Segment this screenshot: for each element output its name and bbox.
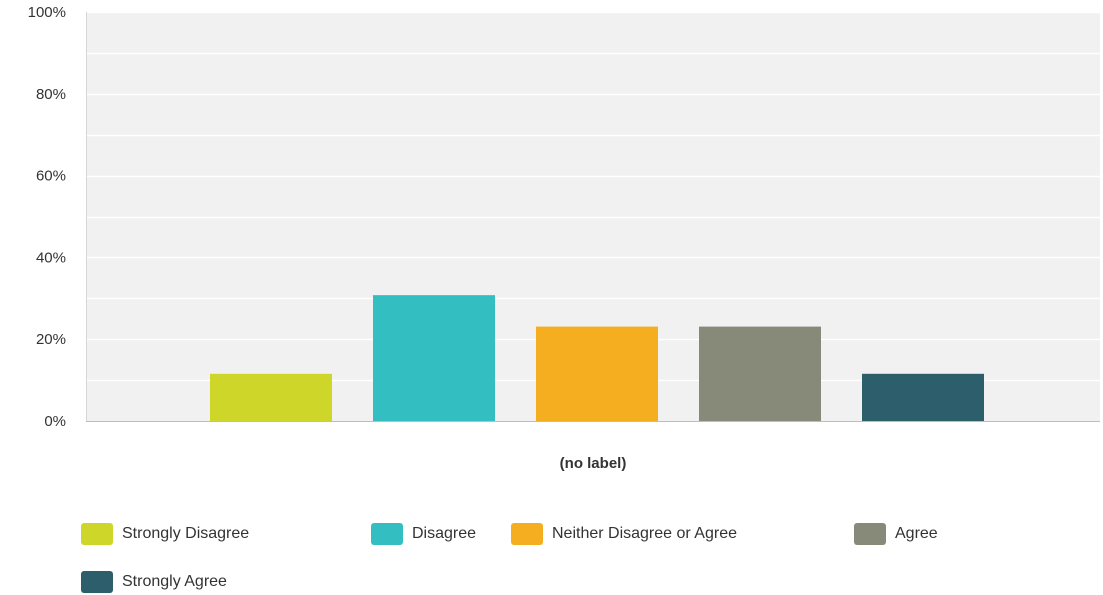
y-tick-label: 0% [44,413,66,430]
legend-label: Strongly Agree [122,573,227,590]
y-tick-label: 60% [36,168,66,185]
legend-swatch [854,523,886,545]
y-axis-ticks: 0% 20% 40% 60% 80% 100% [28,4,66,430]
bar-chart: 0% 20% 40% 60% 80% 100% (no label) [28,4,1100,472]
bars [210,295,984,421]
legend-item-strongly-disagree[interactable]: Strongly Disagree [81,522,249,546]
y-tick-label: 20% [36,331,66,348]
legend-swatch [81,571,113,593]
legend-item-disagree[interactable]: Disagree [371,522,476,546]
y-tick-label: 100% [28,4,66,21]
legend-swatch [511,523,543,545]
legend-label: Agree [895,525,938,542]
legend-item-agree[interactable]: Agree [854,522,938,546]
legend-label: Strongly Disagree [122,525,250,542]
legend-swatch [81,523,113,545]
legend-swatch [371,523,403,545]
bar-neither-disagree-or-agree [536,326,658,421]
bar-strongly-agree [862,373,984,421]
bar-agree [699,326,821,421]
y-tick-label: 80% [36,86,66,103]
legend-label: Neither Disagree or Agree [552,525,737,542]
x-category-label: (no label) [560,455,627,472]
y-tick-label: 40% [36,249,66,266]
legend-item-neither-disagree-or-agree[interactable]: Neither Disagree or Agree [511,522,737,546]
x-axis-categories: (no label) [560,455,627,472]
bar-strongly-disagree [210,373,332,421]
legend-item-strongly-agree[interactable]: Strongly Agree [81,570,227,594]
bar-disagree [373,295,495,421]
legend-label: Disagree [412,525,477,542]
